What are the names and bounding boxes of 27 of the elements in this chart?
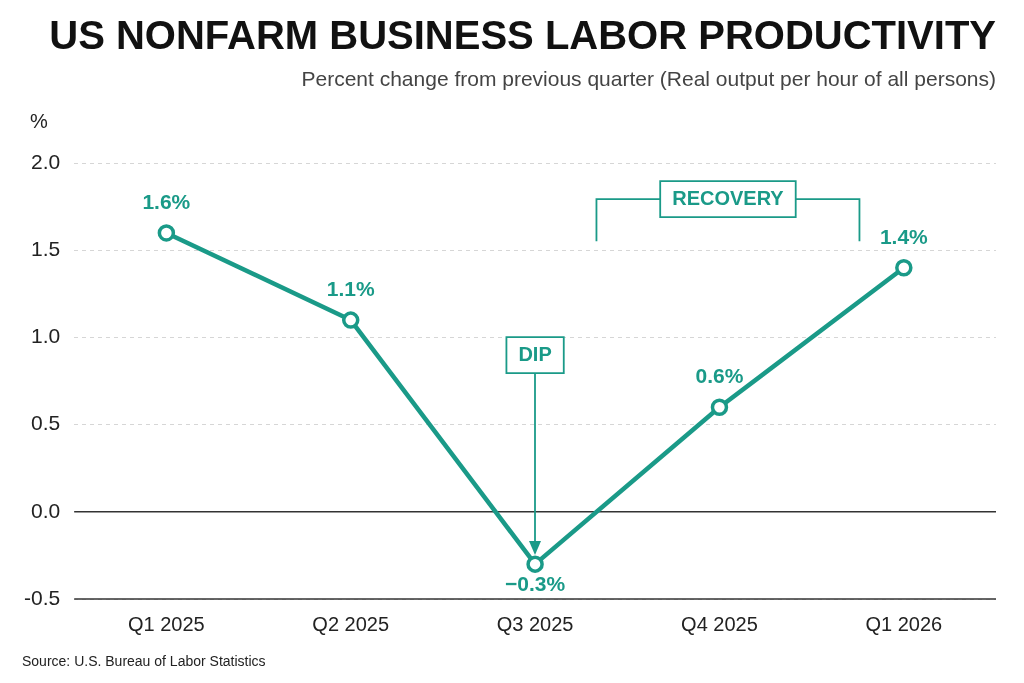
- y-tick-label: 1.0: [30, 324, 61, 348]
- point: [710, 398, 729, 416]
- data-label: 1.4%: [879, 224, 929, 248]
- x-tick-label: Q4 2025: [681, 612, 758, 635]
- annotation: RECOVERY: [672, 186, 785, 209]
- y-tick-label: 2.0: [30, 150, 61, 173]
- x-tick-label: Q3 2025: [496, 612, 574, 635]
- data-label: 1.1%: [326, 276, 375, 300]
- data-label: 0.6%: [695, 364, 744, 388]
- annotation: DIP: [518, 342, 552, 365]
- x-tick-label: Q1 2025: [128, 612, 205, 635]
- y-tick-label: 1.5: [30, 237, 61, 261]
- point: [157, 224, 176, 242]
- data-label: 1.6%: [142, 189, 191, 213]
- x-tick-label: Q1 2026: [865, 612, 943, 635]
- y-axis-title: %: [30, 110, 48, 133]
- source-note: Source: U.S. Bureau of Labor Statistics: [22, 653, 266, 669]
- y-tick-label: 0.5: [30, 411, 61, 435]
- chart-subtitle: Percent change from previous quarter (Real output per hour of all persons): [301, 67, 996, 91]
- y-tick-label: -0.5: [24, 585, 61, 609]
- chart-title: US NONFARM BUSINESS LABOR PRODUCTIVITY: [49, 13, 997, 58]
- point: [526, 555, 544, 573]
- point: [341, 311, 360, 329]
- y-tick-label: 0.0: [30, 498, 61, 522]
- point: [895, 259, 913, 277]
- x-tick-label: Q2 2025: [312, 612, 390, 635]
- data-label: −0.3%: [505, 571, 566, 595]
